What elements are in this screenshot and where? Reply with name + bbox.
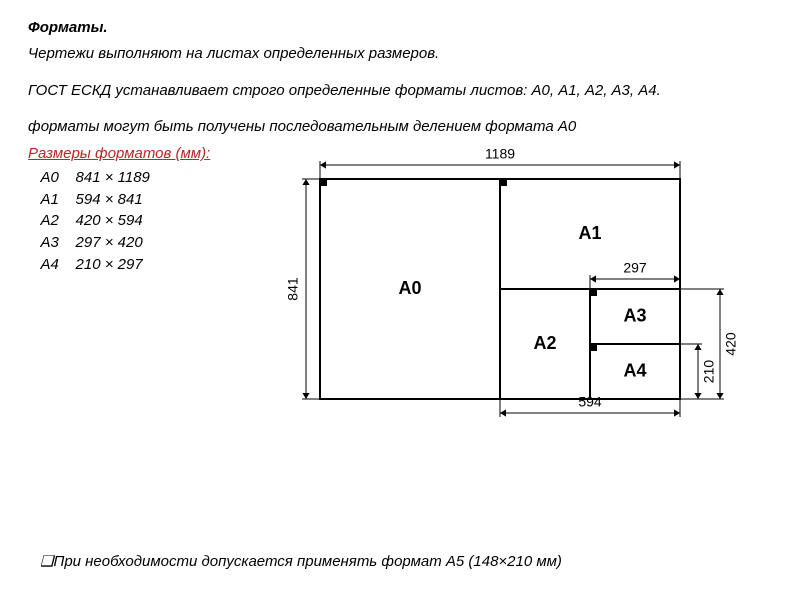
formats-diagram: А0 А1 А2 А3 А4 1189 841 594 297 210 420	[268, 143, 772, 443]
label-a3: А3	[623, 305, 646, 325]
footer-note: ❑При необходимости допускается применять…	[40, 552, 562, 572]
svg-text:297: 297	[623, 260, 647, 276]
size-a3: А3 297 × 420	[28, 232, 268, 254]
heading-formats: Форматы.	[28, 18, 772, 38]
para-intro: Чертежи выполняют на листах определенных…	[28, 44, 772, 64]
label-a0: А0	[398, 278, 421, 298]
para-derived: форматы могут быть получены последовател…	[28, 117, 772, 137]
para-gost: ГОСТ ЕСКД устанавливает строго определен…	[28, 81, 772, 101]
svg-text:841: 841	[285, 277, 301, 301]
svg-text:1189: 1189	[485, 146, 515, 162]
svg-text:210: 210	[701, 360, 717, 384]
size-a0: А0 841 × 1189	[28, 167, 268, 189]
size-a1: А1 594 × 841	[28, 189, 268, 211]
label-a1: А1	[578, 223, 601, 243]
label-a4: А4	[623, 360, 646, 380]
label-a2: А2	[533, 333, 556, 353]
sizes-list: Размеры форматов (мм): А0 841 × 1189 А1 …	[28, 143, 268, 276]
sizes-header: Размеры форматов (мм):	[28, 143, 268, 165]
svg-text:420: 420	[723, 332, 739, 356]
size-a4: А4 210 × 297	[28, 254, 268, 276]
svg-text:594: 594	[578, 394, 602, 410]
size-a2: А2 420 × 594	[28, 210, 268, 232]
